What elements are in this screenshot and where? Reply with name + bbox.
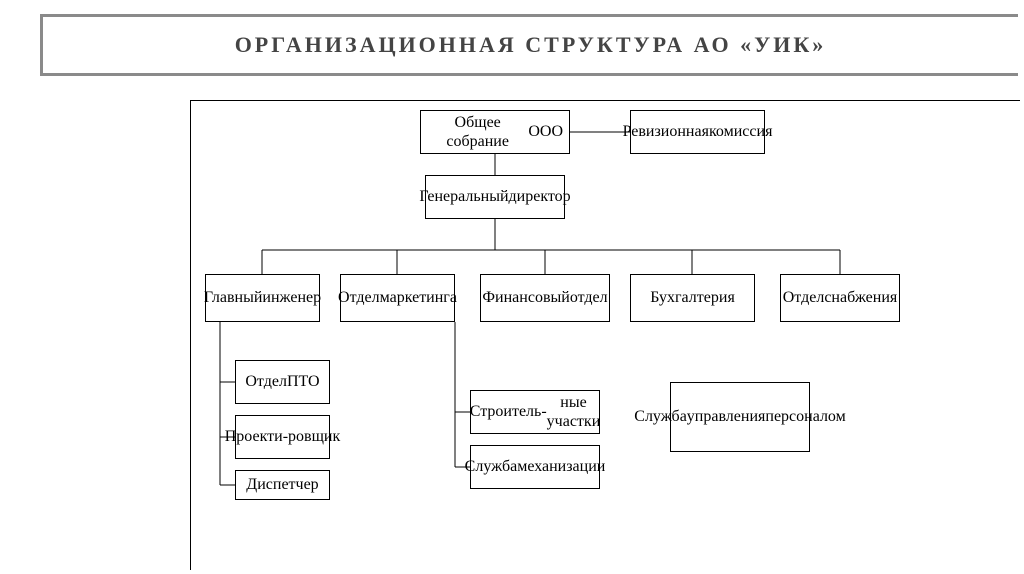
node-mechanization: Службамеханизации [470,445,600,489]
node-construction: Строитель-ные участки [470,390,600,434]
node-finance: Финансовыйотдел [480,274,610,322]
node-supply: Отделснабжения [780,274,900,322]
node-ceo: Генеральныйдиректор [425,175,565,219]
node-chief_eng: Главныйинженер [205,274,320,322]
node-designer: Проекти-ровщик [235,415,330,459]
title-bar: ОРГАНИЗАЦИОННАЯ СТРУКТУРА АО «УИК» [40,14,1018,76]
node-hr: Службауправленияперсоналом [670,382,810,452]
node-marketing: Отделмаркетинга [340,274,455,322]
node-audit: Ревизионнаякомиссия [630,110,765,154]
node-assembly: Общее собраниеООО [420,110,570,154]
node-pto: ОтделПТО [235,360,330,404]
node-accounting: Бухгалтерия [630,274,755,322]
node-dispatcher: Диспетчер [235,470,330,500]
page-title: ОРГАНИЗАЦИОННАЯ СТРУКТУРА АО «УИК» [235,32,827,58]
